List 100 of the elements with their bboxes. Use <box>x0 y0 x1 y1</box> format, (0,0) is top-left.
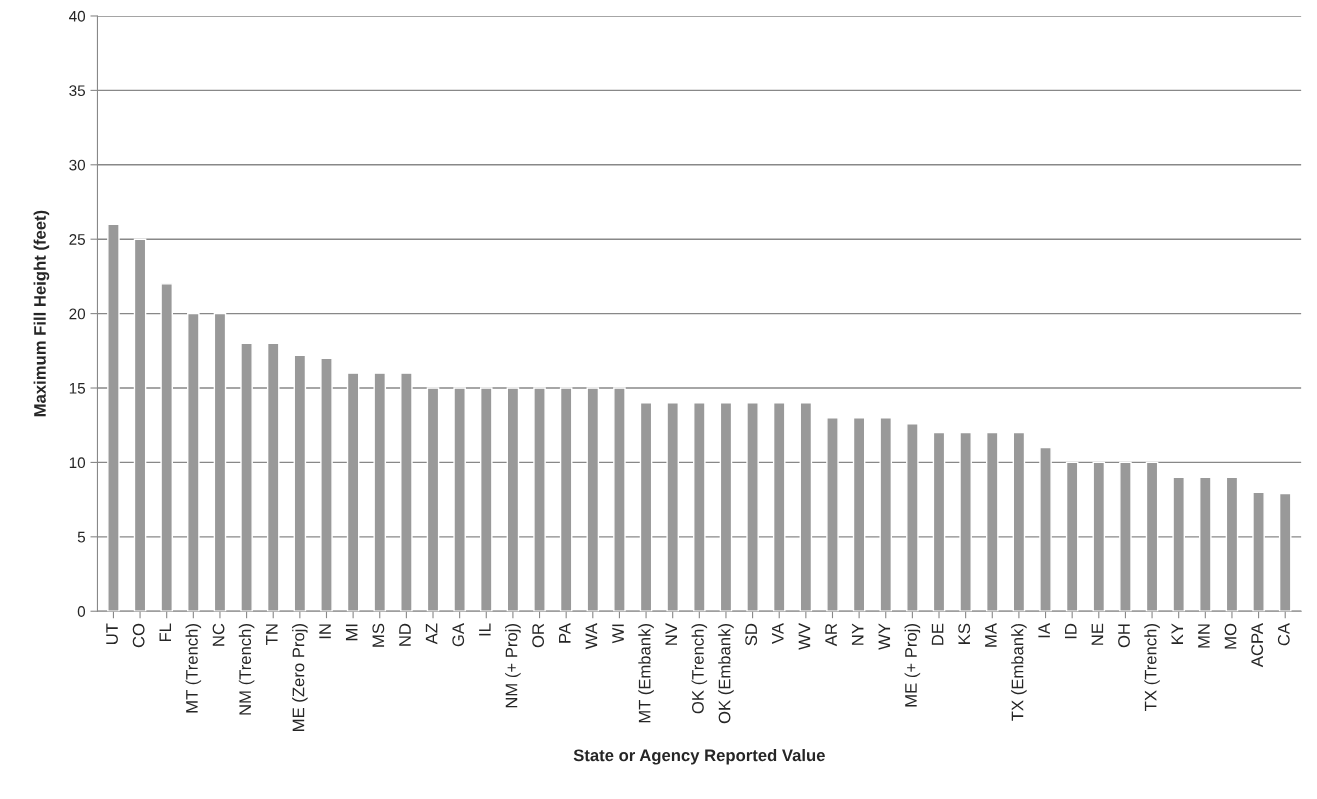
y-axis-title: Maximum Fill Height (feet) <box>33 210 50 417</box>
bar <box>1252 491 1265 612</box>
bar <box>1278 492 1292 612</box>
x-tick-label: TN <box>266 624 278 645</box>
x-tick-label: TX (Trench) <box>1144 624 1160 711</box>
x-tick-label: NY <box>851 623 864 645</box>
bar <box>1199 476 1212 612</box>
bar <box>213 312 227 612</box>
x-tick-label: OR <box>532 623 545 648</box>
bar <box>346 372 360 612</box>
x-tick-label: MN <box>1198 624 1210 648</box>
x-tick-label: AZ <box>425 623 438 645</box>
bar <box>1065 461 1079 612</box>
y-tick-label: 20 <box>69 308 86 320</box>
bar <box>240 342 253 612</box>
x-tick-label: OK (Embank) <box>718 624 734 724</box>
x-tick-label: AR <box>825 623 837 647</box>
bar <box>400 372 413 612</box>
x-tick-label: MS <box>372 623 385 647</box>
y-tick-label: 0 <box>77 606 86 617</box>
x-tick-label: CO <box>132 623 145 648</box>
x-axis-title: State or Agency Reported Value <box>573 748 825 765</box>
bar <box>746 402 759 612</box>
bar <box>719 402 733 612</box>
x-tick-label: IA <box>1038 623 1050 638</box>
bar <box>506 387 520 612</box>
x-tick-label: FL <box>159 623 172 642</box>
bar <box>906 423 919 612</box>
x-tick-label: UT <box>106 623 118 644</box>
y-tick-label: 25 <box>69 234 86 245</box>
y-tick-label: 10 <box>69 457 86 469</box>
bar <box>932 431 946 612</box>
bar <box>107 223 120 612</box>
bar <box>1119 461 1132 612</box>
x-tick-label: KY <box>1171 623 1183 644</box>
x-tick-label: WA <box>585 623 598 650</box>
x-tick-label: MA <box>985 623 997 647</box>
bar <box>320 357 333 612</box>
bar <box>959 431 972 612</box>
bar <box>1225 476 1239 612</box>
x-tick-label: WI <box>612 624 624 644</box>
x-tick-label: ND <box>399 623 411 646</box>
y-tick-label: 5 <box>77 531 86 543</box>
y-tick-label: 35 <box>69 85 86 97</box>
bar <box>479 387 493 612</box>
x-tick-label: IL <box>479 623 491 636</box>
x-tick-label: NM (+ Proj) <box>505 624 521 708</box>
bar <box>666 402 679 612</box>
bar <box>613 387 626 612</box>
bar <box>1092 461 1106 612</box>
bar <box>1145 461 1159 612</box>
bar <box>693 402 706 612</box>
bar <box>293 354 307 612</box>
x-tick-label: NM (Trench) <box>238 624 255 715</box>
x-tick-label: CA <box>1277 623 1290 646</box>
x-tick-label: VA <box>772 623 784 644</box>
x-tick-label: PA <box>559 623 571 643</box>
bar <box>373 372 387 612</box>
x-tick-label: GA <box>452 623 465 647</box>
bar <box>879 417 893 612</box>
bar <box>772 402 786 612</box>
x-tick-label: IN <box>319 624 331 639</box>
y-tick-label: 15 <box>69 383 86 394</box>
bar <box>1039 446 1052 612</box>
x-tick-label: MT (Trench) <box>185 624 202 713</box>
x-tick-label: OH <box>1118 624 1130 648</box>
bar <box>266 342 280 612</box>
x-tick-label: NC <box>212 623 225 646</box>
bar <box>985 431 999 612</box>
x-tick-label: NE <box>1091 623 1104 645</box>
x-tick-label: MO <box>1224 623 1237 649</box>
bar <box>453 387 466 612</box>
x-tick-label: ID <box>1065 623 1077 639</box>
x-tick-label: SD <box>745 623 758 646</box>
bar <box>426 387 440 612</box>
x-tick-label: KS <box>958 623 971 644</box>
bar <box>160 283 173 612</box>
bar <box>852 417 866 612</box>
x-tick-label: OK (Trench) <box>691 624 708 714</box>
x-tick-label: WY <box>878 623 891 650</box>
x-tick-label: MI <box>345 624 358 641</box>
x-tick-label: WV <box>798 623 811 650</box>
x-tick-label: DE <box>931 623 944 645</box>
y-tick-label: 40 <box>69 10 86 22</box>
y-tick-label: 30 <box>69 159 86 171</box>
bar <box>1172 476 1185 612</box>
x-tick-label: ME (Zero Proj) <box>292 624 308 731</box>
x-tick-label: ACPA <box>1251 623 1264 668</box>
bar <box>133 238 147 612</box>
bar <box>826 417 839 612</box>
bar <box>1012 431 1026 612</box>
bar <box>559 387 573 612</box>
bar <box>639 402 653 612</box>
bar <box>187 312 200 612</box>
bar <box>533 387 546 612</box>
x-tick-label: TX (Embank) <box>1011 624 1027 721</box>
bar <box>799 402 813 612</box>
x-tick-label: MT (Embank) <box>638 624 654 723</box>
x-tick-label: ME (+ Proj) <box>904 624 921 707</box>
bar <box>586 387 600 612</box>
